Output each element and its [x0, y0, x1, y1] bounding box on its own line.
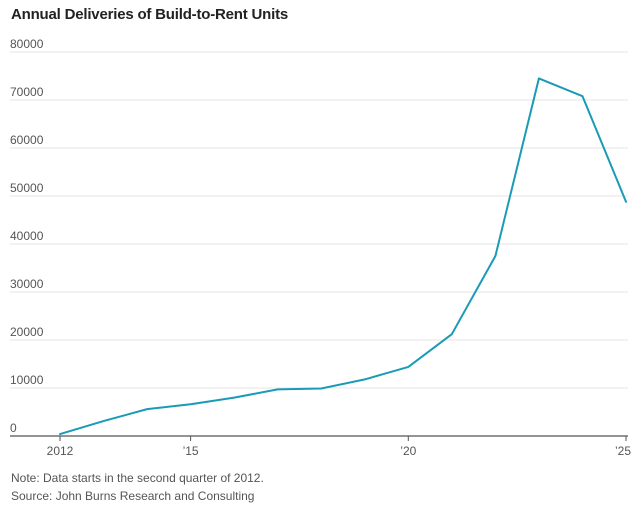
x-tick-label: 2012 [47, 444, 74, 458]
y-tick-label: 70000 [10, 85, 44, 99]
chart-source: Source: John Burns Research and Consulti… [11, 489, 255, 503]
y-tick-label: 80000 [10, 37, 44, 51]
x-tick-label: ’15 [183, 444, 199, 458]
x-axis: 2012 ’15 ’20 ’25 [10, 435, 631, 458]
y-tick-label: 0 [10, 421, 17, 435]
y-axis-labels: 0 10000 20000 30000 40000 50000 60000 70000 8000… [10, 37, 44, 435]
series-line [59, 77, 627, 436]
chart-title: Annual Deliveries of Build-to-Rent Units [11, 6, 289, 23]
y-tick-label: 30000 [10, 277, 44, 291]
x-tick-label: ’20 [400, 444, 416, 458]
y-tick-label: 50000 [10, 181, 44, 195]
y-tick-label: 20000 [10, 325, 44, 339]
y-tick-label: 10000 [10, 373, 44, 387]
y-tick-label: 60000 [10, 133, 44, 147]
grid-lines [10, 51, 628, 389]
x-tick-label: ’25 [615, 444, 631, 458]
y-tick-label: 40000 [10, 229, 44, 243]
series-layer [59, 77, 627, 436]
chart-note: Note: Data starts in the second quarter … [11, 471, 264, 485]
